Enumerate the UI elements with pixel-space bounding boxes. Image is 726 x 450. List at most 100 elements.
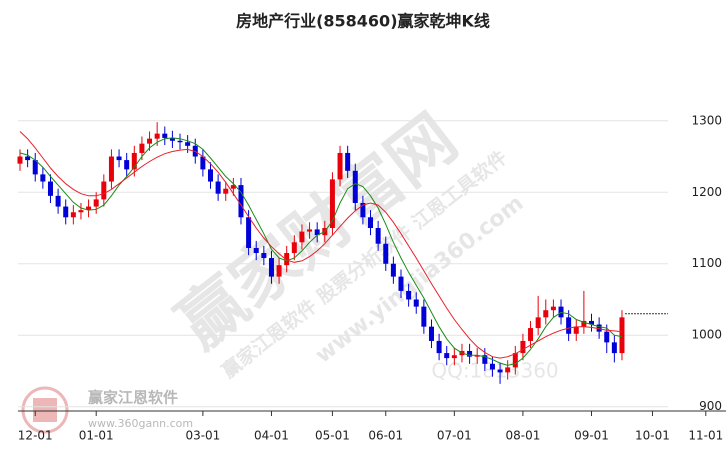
candle-body	[421, 306, 427, 327]
candle-body	[619, 317, 625, 354]
candle-body	[375, 228, 381, 244]
x-tick-label: 04-01	[254, 429, 289, 443]
x-tick-label: 05-01	[315, 429, 350, 443]
candle-body	[329, 179, 335, 229]
candle-body	[131, 152, 137, 170]
logo: 赢家江恩软件 www.360gann.com	[21, 386, 193, 434]
candle-body	[543, 310, 549, 318]
candle-body	[581, 320, 587, 327]
candle-body	[489, 363, 495, 370]
candle-body	[497, 369, 503, 373]
candle-body	[291, 242, 297, 254]
candle-body	[413, 299, 419, 307]
candle-body	[444, 353, 450, 359]
candle-body	[535, 317, 541, 329]
logo-mark	[33, 398, 57, 422]
candle-body	[482, 355, 488, 364]
candle-body	[520, 340, 526, 354]
candle-body	[314, 229, 320, 236]
candle-body	[200, 156, 206, 170]
candle-body	[345, 152, 351, 171]
candle-body	[177, 140, 183, 143]
candle-body	[215, 181, 221, 194]
candle-body	[223, 188, 229, 194]
candle-body	[589, 320, 594, 325]
candle-body	[573, 326, 579, 334]
candle-body	[451, 355, 457, 359]
candle-body	[368, 217, 374, 229]
x-tick-label: 06-01	[368, 429, 403, 443]
candle-body	[284, 253, 290, 266]
logo-ring	[21, 386, 69, 434]
candle-body	[162, 133, 168, 138]
candle-body	[25, 156, 31, 161]
candle-body	[169, 137, 175, 141]
candle-body	[390, 263, 396, 277]
watermark-group: 赢家财富网 赢家江恩软件 股票分析软件 江恩工具软件 www.yingjia36…	[164, 100, 559, 383]
candle-body	[512, 353, 518, 368]
candle-body	[32, 160, 38, 175]
candle-body	[101, 181, 107, 200]
chart-title: 房地产行业(858460)赢家乾坤K线	[236, 12, 490, 31]
candle-body	[70, 212, 76, 218]
moving-average-line	[19, 131, 623, 359]
candle-body	[116, 156, 122, 161]
candle-body	[337, 152, 343, 180]
x-tick-label: 01-01	[79, 429, 114, 443]
candle-body	[238, 185, 244, 218]
candle-body	[147, 138, 153, 144]
candle-body	[611, 342, 617, 354]
candle-body	[550, 306, 556, 311]
candle-body	[230, 185, 236, 189]
candle-body	[124, 160, 130, 170]
candle-body	[398, 276, 404, 291]
x-tick-label: 03-01	[185, 429, 220, 443]
candle-body	[604, 331, 610, 343]
candle-body	[383, 243, 389, 264]
y-tick-label: 1200	[691, 185, 722, 199]
y-tick-label: 1100	[691, 256, 722, 270]
watermark: QQ:1813360	[431, 359, 558, 383]
candle-body	[47, 181, 53, 196]
candle-body	[63, 206, 69, 218]
candle-body	[108, 156, 114, 182]
x-tick-label: 12-01	[18, 429, 53, 443]
y-tick-label: 900	[699, 399, 722, 413]
x-tick-label: 10-01	[635, 429, 670, 443]
x-tick-label: 08-01	[505, 429, 540, 443]
candle-body	[352, 170, 358, 203]
candle-body	[436, 340, 442, 354]
candle-body	[246, 217, 252, 249]
candle-body	[596, 324, 602, 332]
candle-body	[467, 350, 473, 357]
candle-body	[261, 253, 267, 259]
candle-body	[276, 265, 282, 277]
x-tick-label: 09-01	[574, 429, 609, 443]
candle-body	[253, 248, 259, 254]
candle-body	[17, 156, 23, 164]
candle-body	[86, 206, 92, 211]
candle-body	[139, 143, 145, 153]
moving-average-line	[19, 137, 623, 366]
y-tick-label: 1000	[691, 328, 722, 342]
candle-body	[505, 367, 511, 373]
candle-body	[474, 355, 480, 357]
candle-body	[406, 290, 412, 300]
x-tick-label: 07-01	[437, 429, 472, 443]
candle-body	[528, 328, 534, 341]
candle-body	[78, 210, 84, 213]
candle-body	[93, 199, 99, 207]
candle-body	[360, 202, 366, 218]
candle-body	[185, 142, 191, 146]
candle-body	[154, 133, 160, 139]
candle-body	[566, 317, 572, 334]
y-tick-label: 1300	[691, 113, 722, 127]
candle-body	[428, 326, 434, 341]
candle-body	[307, 229, 313, 232]
x-tick-label: 11-01	[688, 429, 723, 443]
candle-body	[299, 231, 305, 243]
candle-body	[55, 195, 61, 207]
logo-url: www.360gann.com	[88, 417, 193, 430]
candle-body	[208, 169, 213, 182]
